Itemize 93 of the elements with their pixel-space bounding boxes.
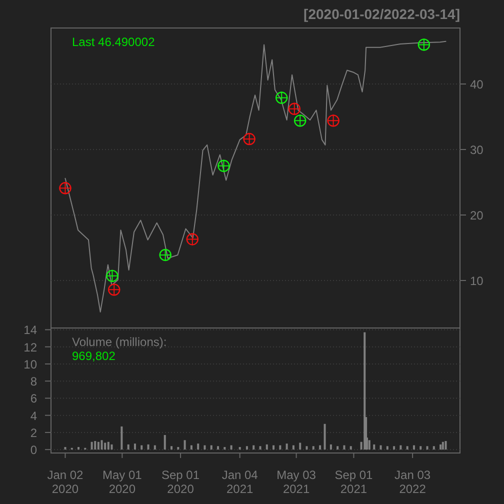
- chart-title: [2020-01-02/2022-03-14]: [304, 6, 460, 22]
- bar: [386, 446, 388, 450]
- bar: [412, 445, 415, 450]
- bar: [230, 445, 232, 450]
- x-tick-label: May 01 2020: [102, 468, 142, 496]
- bar: [426, 446, 428, 450]
- bar: [442, 442, 444, 450]
- bar: [343, 445, 346, 450]
- bar: [197, 444, 200, 450]
- bar: [147, 444, 150, 450]
- point: [108, 283, 121, 296]
- bar: [279, 445, 282, 450]
- y-tick-label: 12: [24, 340, 38, 354]
- bar: [252, 445, 255, 450]
- point: [326, 114, 340, 128]
- x-tick-label: Jan 02 2020: [47, 468, 84, 496]
- bar: [154, 445, 156, 450]
- bar: [110, 444, 113, 450]
- bar: [292, 445, 294, 450]
- point: [288, 102, 301, 116]
- x-tick-label: Sep 01 2021: [334, 468, 374, 496]
- point: [294, 114, 307, 128]
- bar: [324, 424, 326, 450]
- y-tick-label: 30: [470, 143, 484, 158]
- point: [242, 132, 256, 146]
- bar: [330, 444, 332, 450]
- y-tick-label: 8: [30, 374, 38, 389]
- bar: [120, 426, 123, 450]
- bar: [164, 435, 166, 450]
- annotation: Last 46.490002: [72, 35, 156, 49]
- x-tick-label: Sep 01 2020: [162, 468, 200, 496]
- bar: [204, 445, 206, 450]
- bar: [393, 446, 396, 450]
- bar: [64, 447, 66, 450]
- bar: [210, 445, 212, 450]
- bar: [259, 446, 262, 450]
- bar: [272, 445, 275, 450]
- bar: [440, 444, 442, 450]
- bar: [350, 446, 352, 450]
- bar: [107, 442, 110, 450]
- bar: [190, 445, 192, 450]
- x-tick-label: Jan 04 2021: [222, 468, 258, 496]
- annotation: 969,802: [72, 349, 116, 363]
- bar: [78, 447, 80, 450]
- bar: [364, 332, 366, 450]
- bar: [380, 445, 382, 450]
- bar: [336, 446, 339, 450]
- y-tick-label: 4: [30, 408, 38, 423]
- bar: [319, 445, 322, 450]
- y-tick-label: 2: [30, 426, 38, 440]
- y-tick-label: 10: [470, 274, 484, 288]
- point: [58, 182, 72, 195]
- bar: [134, 444, 136, 450]
- bar: [97, 442, 100, 450]
- bar: [373, 444, 376, 450]
- bar: [266, 444, 268, 450]
- y-tick-label: 10: [24, 357, 38, 372]
- x-tick-label: May 03 2021: [276, 468, 316, 496]
- bar: [177, 447, 180, 450]
- point: [158, 248, 172, 262]
- bar: [299, 442, 302, 450]
- bar: [140, 445, 143, 450]
- point: [417, 38, 430, 52]
- point: [275, 91, 288, 104]
- bar: [420, 446, 422, 450]
- bar: [217, 446, 220, 450]
- bar: [306, 446, 308, 450]
- bar: [90, 442, 93, 450]
- y-tick-label: 20: [470, 208, 484, 223]
- bar: [444, 441, 447, 450]
- bar: [432, 446, 435, 450]
- point: [217, 159, 230, 172]
- bar: [100, 440, 103, 450]
- bar: [246, 446, 248, 450]
- y-tick-label: 40: [470, 78, 484, 92]
- bar: [224, 447, 226, 450]
- y-tick-label: 14: [24, 323, 38, 338]
- bar: [127, 444, 130, 450]
- bar: [312, 446, 314, 450]
- y-tick-label: 0: [30, 443, 38, 458]
- bar: [368, 440, 370, 450]
- bar: [184, 440, 186, 450]
- bar: [170, 446, 173, 450]
- bar: [400, 445, 402, 450]
- bar: [286, 444, 288, 450]
- bar: [94, 441, 96, 450]
- bar: [104, 442, 106, 450]
- bar: [406, 446, 408, 450]
- bar: [238, 447, 241, 450]
- point: [106, 269, 119, 282]
- y-tick-label: 6: [30, 392, 38, 406]
- annotation: Volume (millions):: [72, 335, 167, 349]
- x-tick-label: Jan 03 2022: [394, 468, 431, 496]
